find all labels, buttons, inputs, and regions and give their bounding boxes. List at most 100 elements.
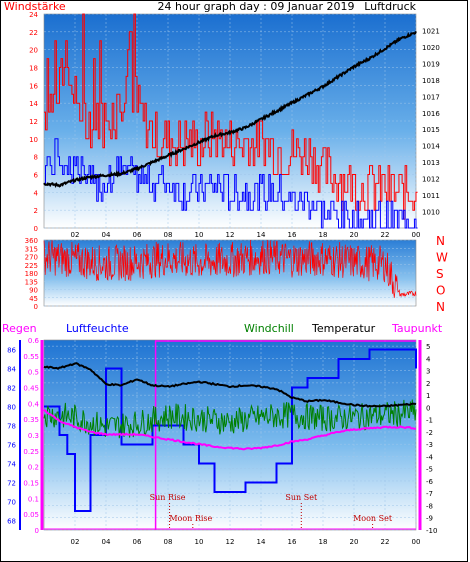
chart1-layer: 0246810121416182022241010101110121013101… bbox=[29, 11, 440, 239]
chart3-temp-tick: -6 bbox=[426, 478, 434, 486]
chart1-right-tick: 1021 bbox=[422, 27, 440, 35]
chart3-temp-tick: -8 bbox=[426, 502, 433, 510]
chart3-regen-tick: 0.4 bbox=[28, 400, 40, 408]
label-regen: Regen bbox=[2, 322, 37, 335]
chart3-regen-tick: 0.25 bbox=[23, 448, 39, 456]
chart1-x-tick: 04 bbox=[102, 231, 111, 239]
chart1-right-tick: 1012 bbox=[422, 176, 440, 184]
chart3-x-tick: 16 bbox=[288, 538, 297, 546]
sun-moon-label: Sun Rise bbox=[150, 493, 186, 502]
chart1-right-tick: 1016 bbox=[422, 110, 440, 118]
chart1-right-tick: 1018 bbox=[422, 77, 440, 85]
chart1-left-tick: 12 bbox=[29, 118, 38, 126]
chart3-layer: -10-9-8-7-6-5-4-3-2-10123456870727476788… bbox=[7, 337, 437, 546]
chart3-humidity-tick: 84 bbox=[7, 366, 16, 374]
chart3-humidity-tick: 78 bbox=[7, 423, 16, 431]
chart1-right-label: Luftdruck bbox=[364, 0, 416, 13]
chart3-temp-tick: 4 bbox=[426, 355, 431, 363]
chart3-x-tick: 04 bbox=[102, 538, 111, 546]
chart3-regen-tick: 0.5 bbox=[28, 369, 39, 377]
chart3-regen-tick: 0.55 bbox=[23, 353, 39, 361]
chart1-x-tick: 06 bbox=[133, 231, 142, 239]
chart2-left-tick: 135 bbox=[25, 278, 38, 286]
sun-moon-label: Sun Set bbox=[285, 493, 318, 502]
chart1-x-tick: 08 bbox=[164, 231, 173, 239]
chart2-left-tick: 270 bbox=[25, 254, 38, 262]
sun-moon-label: Moon Rise bbox=[169, 514, 212, 523]
chart1-right-tick: 1014 bbox=[422, 143, 440, 151]
chart3-x-tick: 02 bbox=[71, 538, 80, 546]
chart3-x-tick: 00 bbox=[412, 538, 421, 546]
chart1-left-tick: 20 bbox=[29, 47, 38, 55]
chart1-left-tick: 24 bbox=[29, 11, 38, 19]
chart3-temp-tick: -3 bbox=[426, 441, 433, 449]
chart3-temp-tick: -1 bbox=[426, 417, 433, 425]
chart2-compass-label: W bbox=[436, 251, 448, 265]
chart1-right-tick: 1011 bbox=[422, 192, 440, 200]
chart1-x-tick: 12 bbox=[226, 231, 235, 239]
chart3-regen-tick: 0.15 bbox=[23, 480, 39, 488]
chart1-right-tick: 1020 bbox=[422, 44, 440, 52]
chart3-humidity-tick: 72 bbox=[7, 480, 16, 488]
chart3-temp-tick: -9 bbox=[426, 515, 433, 523]
chart3-temp-tick: -4 bbox=[426, 453, 434, 461]
chart1-x-tick: 16 bbox=[288, 231, 297, 239]
chart3-regen-tick: 0.45 bbox=[23, 385, 39, 393]
chart3-humidity-tick: 70 bbox=[7, 499, 16, 507]
chart1-x-tick: 14 bbox=[257, 231, 266, 239]
label-luftfeuchte: Luftfeuchte bbox=[66, 322, 129, 335]
chart3-x-tick: 12 bbox=[226, 538, 235, 546]
chart3-x-tick: 20 bbox=[350, 538, 359, 546]
chart1-x-tick: 22 bbox=[381, 231, 390, 239]
chart1-left-tick: 4 bbox=[34, 189, 39, 197]
pressure-series-line bbox=[43, 30, 417, 188]
chart3-temp-tick: -10 bbox=[426, 527, 437, 535]
chart1-left-tick: 18 bbox=[29, 65, 38, 73]
chart1-right-tick: 1017 bbox=[422, 93, 440, 101]
chart2-left-tick: 45 bbox=[29, 295, 38, 303]
windchill-series-line bbox=[43, 399, 417, 439]
windspeed-series-line bbox=[44, 138, 418, 229]
chart1-left-label: Windstärke bbox=[4, 0, 66, 13]
chart3-temp-tick: 0 bbox=[426, 404, 430, 412]
chart3-humidity-tick: 82 bbox=[7, 385, 16, 393]
chart2-left-tick: 315 bbox=[25, 245, 38, 253]
temperature-series-line bbox=[43, 362, 417, 408]
chart3-x-tick: 10 bbox=[195, 538, 204, 546]
chart1-x-tick: 18 bbox=[319, 231, 328, 239]
chart3-humidity-tick: 76 bbox=[7, 442, 16, 450]
chart1-left-tick: 16 bbox=[29, 82, 38, 90]
chart3-temp-tick: -5 bbox=[426, 466, 433, 474]
chart2-left-tick: 225 bbox=[25, 262, 38, 270]
chart1-right-tick: 1010 bbox=[422, 209, 440, 217]
chart3-x-tick: 22 bbox=[381, 538, 390, 546]
chart3-regen-tick: 0 bbox=[35, 527, 39, 535]
chart1-x-tick: 10 bbox=[195, 231, 204, 239]
chart2-left-tick: 0 bbox=[34, 303, 38, 311]
chart3-regen-tick: 0.05 bbox=[23, 511, 39, 519]
chart1-x-tick: 02 bbox=[71, 231, 80, 239]
chart1-right-tick: 1015 bbox=[422, 126, 440, 134]
chart3-x-tick: 08 bbox=[164, 538, 173, 546]
chart3-humidity-tick: 80 bbox=[7, 404, 16, 412]
chart3-x-tick: 06 bbox=[133, 538, 142, 546]
chart3-humidity-tick: 74 bbox=[7, 461, 16, 469]
chart1-left-tick: 22 bbox=[29, 29, 38, 37]
chart1-right-tick: 1013 bbox=[422, 159, 440, 167]
label-windchill: Windchill bbox=[244, 322, 294, 335]
sun-moon-label: Moon Set bbox=[353, 514, 393, 523]
chart2-left-tick: 360 bbox=[25, 237, 38, 245]
chart3-temp-tick: -7 bbox=[426, 490, 433, 498]
gust-series-line bbox=[44, 13, 418, 220]
chart2-left-tick: 90 bbox=[29, 287, 38, 295]
chart2-left-tick: 180 bbox=[25, 270, 38, 278]
chart1-left-tick: 6 bbox=[34, 172, 39, 180]
chart3-temp-tick: 3 bbox=[426, 368, 430, 376]
label-temperatur: Temperatur bbox=[311, 322, 376, 335]
humidity-series-line bbox=[44, 348, 417, 512]
chart3-temp-tick: 1 bbox=[426, 392, 430, 400]
chart2-compass-label: O bbox=[436, 284, 445, 298]
chart1-left-tick: 2 bbox=[34, 207, 38, 215]
